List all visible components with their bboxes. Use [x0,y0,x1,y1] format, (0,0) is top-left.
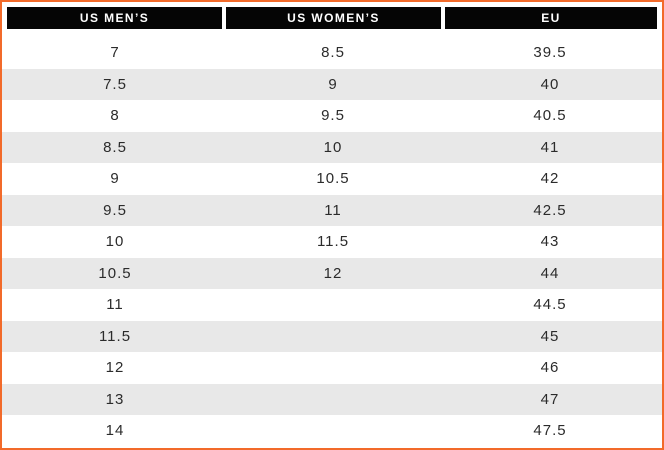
table-header: US MEN’S US WOMEN’S EU [7,7,657,29]
cell-eu: 43 [540,233,560,251]
cell-eu: 45 [540,327,560,345]
cell-eu: 44.5 [533,296,567,314]
cell-us-mens: 14 [105,422,125,440]
table-row: 8 9.5 40.5 [2,100,662,132]
table-row: 14 47.5 [2,415,662,447]
cell-eu: 46 [540,359,560,377]
table-body: 7 8.5 39.5 7.5 9 40 8 9.5 40.5 8.5 10 41 9 10.5 42 9.5 1… [2,37,662,447]
cell-us-mens: 8.5 [103,138,127,156]
cell-us-mens: 11.5 [98,327,132,345]
table-row: 8.5 10 41 [2,131,662,163]
table-row: 10 11.5 43 [2,226,662,258]
cell-us-womens: 9 [328,75,338,93]
header-us-womens: US WOMEN’S [226,7,441,29]
cell-us-womens: 9.5 [321,107,345,125]
cell-eu: 42 [540,170,560,188]
cell-us-mens: 7.5 [103,75,127,93]
table-row: 7 8.5 39.5 [2,37,662,69]
cell-us-womens: 11 [324,201,342,219]
table-row: 13 47 [2,383,662,415]
cell-eu: 40.5 [533,107,567,125]
table-row: 11.5 45 [2,320,662,352]
cell-us-mens: 10 [105,233,125,251]
table-row: 7.5 9 40 [2,68,662,100]
cell-us-mens: 9 [110,170,120,188]
cell-us-womens: 11.5 [316,233,350,251]
cell-us-mens: 7 [110,44,120,62]
table-row: 10.5 12 44 [2,257,662,289]
cell-us-mens: 9.5 [103,201,127,219]
header-eu: EU [445,7,657,29]
cell-eu: 47.5 [533,422,567,440]
header-us-mens: US MEN’S [7,7,222,29]
cell-us-womens: 10 [323,138,343,156]
cell-eu: 47 [540,390,560,408]
table-row: 9 10.5 42 [2,163,662,195]
cell-eu: 41 [540,138,560,156]
cell-eu: 40 [540,75,560,93]
cell-us-mens: 10.5 [98,264,132,282]
cell-us-womens: 12 [323,264,343,282]
cell-us-womens: 8.5 [321,44,345,62]
cell-eu: 44 [540,264,560,282]
cell-us-mens: 12 [105,359,125,377]
table-row: 11 44.5 [2,289,662,321]
table-row: 12 46 [2,352,662,384]
cell-us-womens: 10.5 [316,170,350,188]
table-row: 9.5 11 42.5 [2,194,662,226]
cell-eu: 39.5 [533,44,567,62]
cell-us-mens: 11 [106,296,124,314]
cell-us-mens: 8 [110,107,120,125]
cell-eu: 42.5 [533,201,567,219]
cell-us-mens: 13 [105,390,125,408]
